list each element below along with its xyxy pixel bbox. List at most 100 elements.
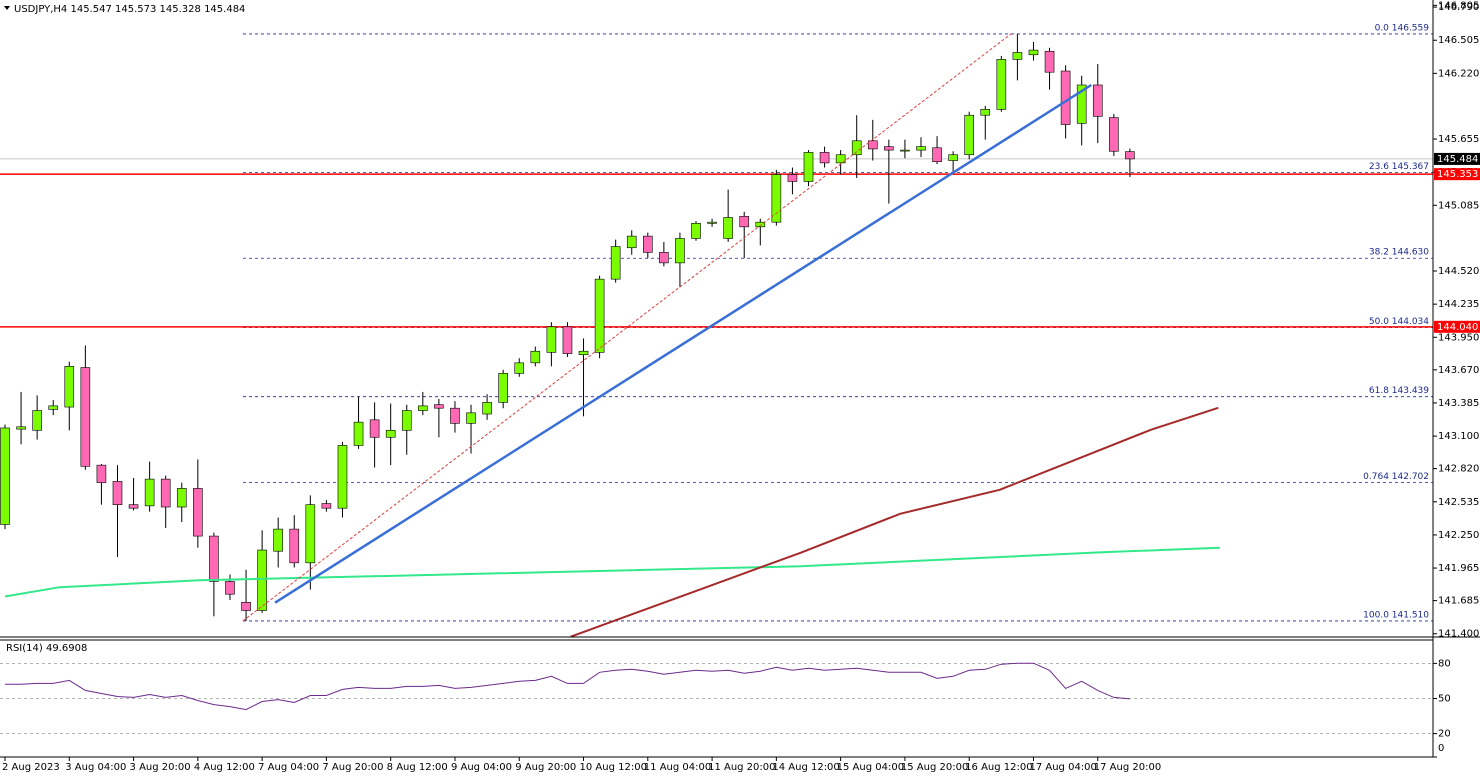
x-tick-label: 11 Aug 04:00 [644,762,711,773]
candle-body [642,235,653,253]
candle-body [144,478,155,507]
candle-body [980,109,991,116]
candle-body [771,174,782,223]
x-tick-label: 9 Aug 04:00 [451,762,512,773]
price-label-box [1434,168,1480,181]
candle-body [160,478,171,508]
candle-body [739,216,750,228]
candle-body [0,427,10,525]
candle-body [401,410,412,431]
price-label: 144.040 [1437,322,1478,333]
candle-body [835,154,846,164]
y-tick-label: 142.820 [1438,464,1479,475]
fib-label: 61.8 143.439 [1369,386,1429,396]
x-tick-label: 14 Aug 12:00 [772,762,839,773]
candle-body [193,488,203,537]
rsi-title: RSI(14) 49.6908 [6,643,87,654]
x-tick-label: 16 Aug 12:00 [965,762,1032,773]
candle-body [16,426,26,430]
candle-body [450,407,460,424]
rsi-line [5,662,1130,711]
y-tick-label: 141.965 [1438,563,1479,574]
rsi-tick-label: 50 [1438,694,1451,705]
overlay-line [4,546,1220,598]
y-tick-label: 145.655 [1438,134,1479,145]
y-tick-label: 141.400 [1438,629,1479,640]
fib-label: 100.0 141.510 [1363,610,1429,620]
overlay-line [274,83,1092,604]
y-tick-label: 143.670 [1438,365,1479,376]
x-tick-label: 17 Aug 04:00 [1029,762,1096,773]
candle-body [803,152,814,182]
fib-label: 23.6 145.367 [1369,162,1429,172]
candle-body [1076,84,1087,124]
candle-body [948,154,958,161]
candle-body [1109,117,1119,152]
candle-body [418,405,428,411]
candle-body [851,140,862,156]
candle-body [1044,50,1055,73]
rsi-tick-label: 20 [1438,729,1451,740]
x-tick-label: 15 Aug 20:00 [901,762,968,773]
candle-body [209,535,219,582]
price-label-box [1434,320,1480,333]
candle-body [900,149,910,152]
price-label-box [1434,152,1480,165]
x-tick-label: 11 Aug 20:00 [708,762,775,773]
candle-body [1060,70,1071,125]
y-tick-label: 143.385 [1438,398,1479,409]
candle-body [594,278,605,353]
price-label: 145.353 [1437,169,1478,180]
candle-body [482,402,492,415]
candle-body [707,221,717,224]
candle-body [659,252,669,264]
chart-title: USDJPY,H4 145.547 145.573 145.328 145.48… [14,4,245,15]
candle-body [112,481,123,505]
rsi-tick-label: 80 [1438,658,1451,669]
candle-body [273,528,283,552]
x-tick-label: 15 Aug 04:00 [837,762,904,773]
overlay-line [570,406,1219,637]
candle-body [176,488,187,508]
candle-body [225,581,235,595]
candle-body [996,59,1007,110]
candle-body [578,350,589,356]
x-tick-label: 7 Aug 04:00 [258,762,319,773]
x-tick-label: 7 Aug 20:00 [322,762,383,773]
candle-body [305,504,316,564]
candle-body [514,362,525,374]
candle-body [755,221,766,228]
y-tick-label: 145.085 [1438,200,1479,211]
candle-body [64,366,75,408]
x-tick-label: 3 Aug 20:00 [130,762,191,773]
y-tick-label: 143.950 [1438,332,1479,343]
candle-body [48,405,59,410]
candle-body [1092,84,1103,117]
candle-body [337,445,348,509]
candle-body [964,114,975,156]
fib-label: 0.0 146.559 [1375,23,1430,33]
price-plot [0,33,1433,637]
candle-body [675,238,685,264]
candle-body [819,152,830,164]
x-tick-label: 17 Aug 20:00 [1094,762,1161,773]
y-tick-label: 146.790 [1438,2,1479,13]
x-tick-label: 4 Aug 12:00 [194,762,255,773]
overlay-line [242,33,1012,622]
fib-label: 0.764 142.702 [1363,472,1429,482]
y-tick-label: 146.220 [1438,68,1479,79]
candle-body [867,140,878,150]
candle-body [241,602,251,611]
x-tick-label: 2 Aug 2023 [2,762,60,773]
candle-body [321,503,332,509]
candle-body [353,421,364,446]
candle-body [80,367,91,467]
candle-body [723,217,733,239]
candle-body [1012,52,1023,60]
x-tick-label: 9 Aug 20:00 [515,762,576,773]
candle-body [257,549,267,611]
candle-body [610,246,621,280]
